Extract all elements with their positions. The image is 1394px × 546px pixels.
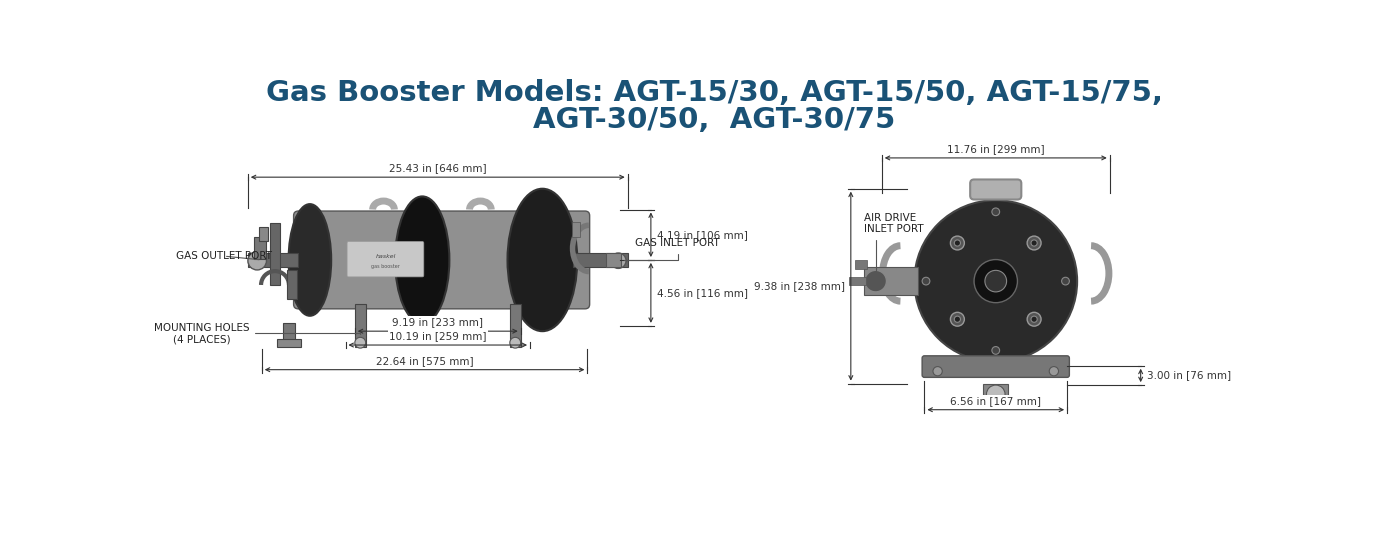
FancyBboxPatch shape	[970, 180, 1022, 199]
Text: GAS OUTLET PORT: GAS OUTLET PORT	[176, 251, 272, 261]
Bar	[248, 253, 298, 267]
Ellipse shape	[507, 189, 577, 331]
Circle shape	[986, 270, 1006, 292]
Bar	[849, 277, 866, 285]
Text: 25.43 in [646 mm]: 25.43 in [646 mm]	[389, 163, 487, 173]
Ellipse shape	[289, 204, 332, 316]
Text: MOUNTING HOLES
(4 PLACES): MOUNTING HOLES (4 PLACES)	[153, 323, 360, 345]
Bar	[277, 339, 301, 347]
Text: GAS INLET PORT: GAS INLET PORT	[625, 238, 721, 260]
Bar	[287, 270, 297, 299]
Circle shape	[914, 200, 1078, 362]
FancyBboxPatch shape	[294, 211, 590, 309]
Circle shape	[921, 277, 930, 285]
Text: 9.38 in [238 mm]: 9.38 in [238 mm]	[754, 281, 845, 291]
Circle shape	[864, 270, 887, 292]
Bar	[573, 253, 627, 267]
Text: 9.19 in [233 mm]: 9.19 in [233 mm]	[392, 317, 484, 327]
Circle shape	[1032, 240, 1037, 246]
Circle shape	[248, 252, 266, 270]
Circle shape	[951, 312, 965, 326]
Text: AIR DRIVE
INLET PORT: AIR DRIVE INLET PORT	[864, 212, 924, 275]
Circle shape	[987, 385, 1005, 403]
Circle shape	[955, 316, 960, 322]
Text: 6.56 in [167 mm]: 6.56 in [167 mm]	[951, 396, 1041, 406]
Circle shape	[951, 236, 965, 250]
Circle shape	[993, 208, 999, 216]
Circle shape	[1062, 277, 1069, 285]
Circle shape	[955, 240, 960, 246]
Circle shape	[1027, 236, 1041, 250]
Bar	[864, 267, 919, 295]
Bar	[269, 223, 280, 285]
Bar	[510, 304, 521, 347]
Circle shape	[1050, 366, 1058, 376]
Circle shape	[1032, 316, 1037, 322]
Text: gas booster: gas booster	[371, 264, 400, 269]
Circle shape	[1027, 312, 1041, 326]
Text: Gas Booster Models: AGT-15/30, AGT-15/50, AGT-15/75,: Gas Booster Models: AGT-15/30, AGT-15/50…	[266, 79, 1163, 108]
FancyBboxPatch shape	[347, 241, 424, 277]
Circle shape	[611, 253, 626, 269]
Bar	[983, 383, 1008, 402]
Bar	[855, 259, 867, 269]
Ellipse shape	[395, 197, 449, 323]
Bar	[254, 237, 266, 259]
Bar	[283, 323, 296, 345]
Circle shape	[510, 337, 521, 348]
Bar	[259, 227, 268, 241]
Text: 11.76 in [299 mm]: 11.76 in [299 mm]	[947, 144, 1044, 154]
Text: 4.19 in [106 mm]: 4.19 in [106 mm]	[657, 230, 749, 240]
Bar	[606, 253, 622, 267]
Bar	[355, 304, 365, 347]
Text: AGT-30/50,  AGT-30/75: AGT-30/50, AGT-30/75	[534, 105, 895, 134]
Circle shape	[933, 366, 942, 376]
Text: 22.64 in [575 mm]: 22.64 in [575 mm]	[376, 356, 474, 366]
Circle shape	[355, 337, 365, 348]
FancyBboxPatch shape	[921, 356, 1069, 377]
Text: 4.56 in [116 mm]: 4.56 in [116 mm]	[657, 288, 749, 298]
Bar	[572, 222, 580, 237]
Text: haskel: haskel	[375, 253, 396, 259]
Text: 10.19 in [259 mm]: 10.19 in [259 mm]	[389, 331, 487, 341]
Circle shape	[993, 347, 999, 354]
Text: 3.00 in [76 mm]: 3.00 in [76 mm]	[1147, 370, 1231, 381]
Circle shape	[974, 259, 1018, 302]
